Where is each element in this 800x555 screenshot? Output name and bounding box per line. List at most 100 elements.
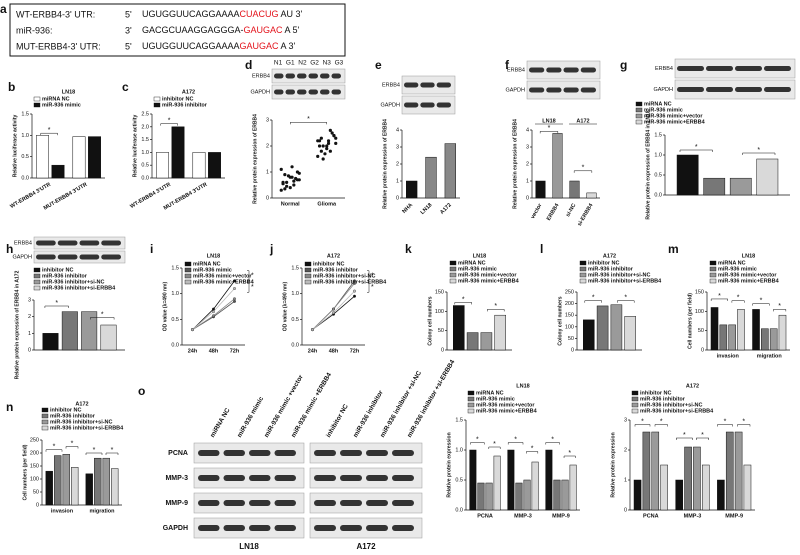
y-tick-label: 4 bbox=[396, 127, 399, 133]
bar bbox=[208, 152, 221, 179]
significance-mark: * bbox=[251, 284, 254, 291]
legend-swatch bbox=[33, 285, 41, 291]
legend-swatch bbox=[304, 261, 312, 267]
y-tick-label: 2 bbox=[624, 447, 627, 453]
x-tick-label: 48h bbox=[209, 348, 219, 354]
blot-band bbox=[314, 525, 336, 531]
bar bbox=[515, 482, 523, 511]
legend-label: miR-936 mimic bbox=[644, 107, 683, 113]
data-point bbox=[295, 178, 300, 182]
bar bbox=[569, 180, 580, 199]
significance-bracket bbox=[247, 270, 250, 281]
y-tick-label: 0.0 bbox=[455, 507, 463, 513]
legend-label: miR-936 mimic bbox=[718, 266, 757, 272]
blot-band bbox=[340, 525, 362, 531]
lane-label: miR-936 mimic bbox=[236, 395, 265, 439]
panel-letter: n bbox=[6, 400, 13, 414]
significance-bracket bbox=[752, 303, 770, 306]
blot-band bbox=[366, 450, 388, 456]
legend-label: miRNA NC bbox=[42, 96, 70, 102]
bar bbox=[453, 305, 465, 351]
line bbox=[312, 280, 355, 330]
panel-letter: e bbox=[375, 58, 382, 72]
blot-row-label: GAPDH bbox=[12, 254, 32, 260]
y-tick-label: 200 bbox=[30, 450, 39, 456]
blot-band bbox=[563, 87, 579, 93]
y-axis-label: Cell numbers (per field) bbox=[22, 444, 28, 500]
blot-band bbox=[297, 73, 307, 79]
chart-title: A172 bbox=[75, 401, 88, 407]
blot-band bbox=[529, 87, 545, 93]
data-point bbox=[317, 144, 322, 148]
blot-band bbox=[274, 89, 284, 95]
y-tick-label: 0 bbox=[571, 347, 574, 353]
y-tick-label: 3 bbox=[266, 117, 269, 123]
data-point bbox=[297, 171, 301, 175]
legend-swatch bbox=[579, 266, 587, 272]
blot-band bbox=[314, 450, 336, 456]
blot-row-label: ERBB4 bbox=[14, 240, 32, 246]
significance-bracket bbox=[742, 152, 776, 155]
y-tick-label: 1.0 bbox=[141, 150, 149, 156]
panel-letter: j bbox=[269, 242, 273, 256]
bar bbox=[660, 464, 668, 511]
bar bbox=[553, 479, 561, 511]
chart-title: LN18 bbox=[62, 89, 75, 95]
significance-mark: * bbox=[493, 441, 496, 448]
y-tick-label: 3 bbox=[526, 144, 529, 150]
y-tick-label: 50 bbox=[698, 328, 704, 334]
data-point bbox=[319, 149, 323, 153]
bar bbox=[100, 324, 117, 351]
legend-swatch bbox=[709, 260, 717, 266]
x-tick-label: PCNA bbox=[477, 513, 493, 519]
significance-mark: * bbox=[307, 116, 310, 123]
lane-label: G3 bbox=[335, 60, 344, 67]
y-tick-label: 1.5 bbox=[291, 265, 299, 271]
blot-band bbox=[297, 89, 307, 95]
data-point bbox=[330, 131, 334, 135]
legend-label: miR-936 mimic+vector bbox=[476, 402, 535, 408]
x-tick-label: LN18 bbox=[420, 202, 434, 216]
sequence-name: MUT-ERBB4-3' UTR: bbox=[16, 41, 101, 51]
data-point bbox=[323, 152, 327, 156]
bar bbox=[676, 154, 699, 196]
panel-letter: o bbox=[138, 384, 145, 398]
blot-band bbox=[274, 450, 296, 456]
significance-mark: * bbox=[371, 273, 374, 280]
legend-swatch bbox=[41, 407, 49, 413]
legend-label: miR-936 mimic+vector bbox=[458, 272, 517, 278]
bar bbox=[717, 479, 725, 511]
significance-bracket bbox=[634, 424, 651, 427]
bar bbox=[535, 180, 546, 199]
bar bbox=[725, 431, 734, 511]
bar bbox=[45, 470, 53, 506]
y-tick-label: 50 bbox=[568, 336, 574, 342]
binding-site: GAUGAC bbox=[244, 25, 284, 35]
blot-row-label: GAPDH bbox=[505, 87, 525, 93]
blot-band bbox=[529, 67, 545, 73]
significance-bracket bbox=[696, 437, 709, 440]
legend-label: miR-936 inhibitor+si-ERBB4 bbox=[588, 278, 662, 284]
chart-title: A172 bbox=[686, 383, 699, 389]
blot-band bbox=[198, 450, 220, 456]
legend-label: inhibitor NC bbox=[640, 390, 671, 396]
y-axis-label: Relative protein expression of ERBB4 bbox=[382, 119, 388, 209]
x-tick-label: MMP-9 bbox=[725, 513, 743, 519]
bar bbox=[494, 314, 506, 351]
legend-label: miR-936 mimic+vector bbox=[718, 272, 777, 278]
legend-label: miR-936 mimic+vector bbox=[644, 113, 703, 119]
legend-swatch bbox=[33, 96, 41, 102]
significance-mark: * bbox=[760, 297, 763, 304]
legend-label: miR-936 mimic+ERBB4 bbox=[644, 119, 706, 125]
legend-label: miR-936 inhibitor+si-ERBB4 bbox=[42, 285, 116, 291]
y-tick-label: 0 bbox=[396, 195, 399, 201]
blot-band bbox=[285, 89, 295, 95]
blot-band bbox=[706, 87, 733, 92]
lane-label: N3 bbox=[323, 60, 332, 67]
significance-mark: * bbox=[568, 450, 571, 457]
y-tick-label: 1.0 bbox=[171, 291, 179, 297]
legend-swatch bbox=[467, 402, 475, 408]
blot-band bbox=[320, 73, 330, 79]
chart-title: A172 bbox=[327, 253, 340, 259]
